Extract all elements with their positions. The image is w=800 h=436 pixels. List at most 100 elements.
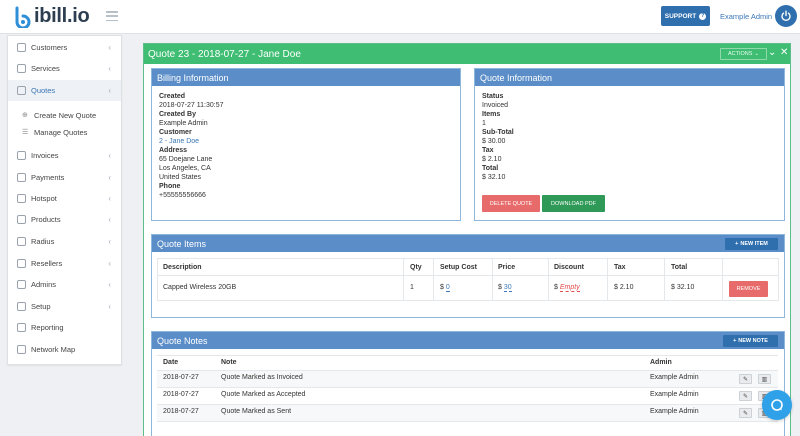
sidebar-item-label: Services: [31, 64, 60, 73]
sidebar-item-hotspot[interactable]: Hotspot ‹: [8, 188, 121, 209]
quote-items-panel: Quote Items + NEW ITEM Description Qty Se…: [151, 234, 785, 318]
download-pdf-button[interactable]: DOWNLOAD PDF: [542, 195, 605, 212]
billing-details: Created 2018-07-27 11:30:57 Created By E…: [159, 92, 223, 200]
trash-icon: ▥: [761, 376, 768, 383]
items-value: 1: [482, 120, 486, 127]
edit-note-button[interactable]: ✎: [739, 374, 752, 384]
created-label: Created: [159, 93, 186, 100]
power-icon: [781, 10, 791, 22]
map-icon: [17, 345, 26, 354]
billing-panel: Billing Information Created 2018-07-27 1…: [151, 68, 461, 221]
chevron-left-icon: ‹: [108, 259, 111, 268]
note-admin: Example Admin: [650, 408, 699, 415]
edit-note-button[interactable]: ✎: [739, 391, 752, 401]
support-label: SUPPORT: [664, 12, 697, 20]
sidebar-item-products[interactable]: Products ‹: [8, 209, 121, 230]
note-admin: Example Admin: [650, 391, 699, 398]
sidebar-subitem-create-quote[interactable]: ⊕ Create New Quote: [8, 106, 121, 124]
delete-quote-button[interactable]: DELETE QUOTE: [482, 195, 540, 212]
quote-notes-panel: Quote Notes + NEW NOTE Date Note Admin 20…: [151, 331, 785, 436]
sidebar-item-resellers[interactable]: Resellers ‹: [8, 253, 121, 274]
created-value: 2018-07-27 11:30:57: [159, 102, 224, 109]
quotes-icon: [17, 86, 26, 95]
sidebar-item-reporting[interactable]: Reporting: [8, 317, 121, 338]
remove-item-button[interactable]: REMOVE: [729, 281, 768, 297]
column-header: Tax: [614, 264, 626, 271]
sidebar-item-customers[interactable]: Customers ‹: [8, 37, 121, 58]
chevron-left-icon: ‹: [108, 194, 111, 203]
sidebar: Customers ‹ Services ‹ Quotes ‹ ⊕ Create New…: [7, 35, 122, 365]
sidebar-item-label: Network Map: [31, 345, 76, 354]
currency-symbol: $: [440, 284, 444, 291]
services-icon: [17, 64, 26, 73]
sidebar-item-label: Setup: [31, 302, 51, 311]
sidebar-item-invoices[interactable]: Invoices ‹: [8, 145, 121, 166]
table-border: [157, 404, 778, 405]
chevron-left-icon: ‹: [108, 215, 111, 224]
note-date: 2018-07-27: [163, 374, 199, 381]
sidebar-item-setup[interactable]: Setup ‹: [8, 296, 121, 317]
plus-icon: +: [733, 338, 737, 344]
discount-editable[interactable]: Empty: [559, 284, 580, 292]
item-tax: $ 2.10: [614, 284, 634, 291]
actions-label: ACTIONS: [727, 51, 753, 57]
item-total: $ 32.10: [671, 284, 695, 291]
collapse-icon[interactable]: ⌄: [768, 47, 777, 58]
menu-toggle-icon[interactable]: [106, 11, 118, 21]
tax-label: Tax: [482, 147, 494, 154]
new-item-button[interactable]: + NEW ITEM: [725, 238, 778, 250]
quote-info-details: Status Invoiced Items 1 Sub-Total $ 30.0…: [482, 92, 514, 182]
sidebar-item-label: Quotes: [31, 86, 56, 95]
quote-notes-title: Quote Notes: [152, 332, 784, 349]
resellers-icon: [17, 259, 26, 268]
table-border: [492, 258, 493, 301]
table-border: [157, 258, 778, 259]
price-editable[interactable]: 30: [503, 284, 512, 292]
currency-symbol: $: [498, 284, 502, 291]
edit-note-button[interactable]: ✎: [739, 408, 752, 418]
sidebar-item-label: Resellers: [31, 259, 63, 268]
column-header: Discount: [554, 264, 584, 271]
setup-cost-editable[interactable]: 0: [445, 284, 450, 292]
delete-note-button[interactable]: ▥: [758, 374, 771, 384]
sidebar-item-label: Hotspot: [31, 194, 57, 203]
sidebar-item-quotes[interactable]: Quotes ‹: [8, 80, 121, 101]
table-border: [433, 258, 434, 301]
sidebar-item-label: Products: [31, 215, 61, 224]
customer-label: Customer: [159, 129, 192, 136]
sidebar-subitem-label: Create New Quote: [34, 110, 97, 120]
table-border: [548, 258, 549, 301]
note-text: Quote Marked as Invoiced: [221, 374, 303, 381]
support-button[interactable]: SUPPORT ?: [661, 6, 710, 26]
quote-card: Quote 23 - 2018-07-27 - Jane Doe ACTIONS…: [143, 43, 791, 436]
gear-icon: [17, 302, 26, 311]
plus-icon: +: [735, 241, 739, 247]
close-icon[interactable]: ✕: [780, 47, 789, 58]
subtotal-label: Sub-Total: [482, 129, 514, 136]
table-border: [778, 258, 779, 301]
actions-dropdown[interactable]: ACTIONS ⌄: [720, 48, 767, 60]
cloud-icon: [17, 237, 26, 246]
sidebar-subitem-label: Manage Quotes: [34, 127, 88, 137]
note-date: 2018-07-27: [163, 408, 199, 415]
address-line: 65 Doejane Lane: [159, 156, 213, 163]
logout-button[interactable]: [775, 5, 797, 27]
sidebar-subitem-manage-quotes[interactable]: ☰ Manage Quotes: [8, 123, 121, 141]
pencil-icon: ✎: [742, 410, 749, 417]
table-row: [157, 371, 778, 387]
new-note-button[interactable]: + NEW NOTE: [723, 335, 778, 347]
sidebar-item-services[interactable]: Services ‹: [8, 58, 121, 79]
sidebar-item-admins[interactable]: Admins ‹: [8, 274, 121, 295]
user-menu[interactable]: Example Admin: [720, 12, 773, 21]
chat-launcher-button[interactable]: [762, 390, 792, 420]
brand-logo[interactable]: ibill.io: [13, 5, 90, 28]
users-icon: [17, 43, 26, 52]
customer-link[interactable]: 2 - Jane Doe: [159, 138, 200, 145]
column-header: Total: [671, 264, 688, 271]
note-text: Quote Marked as Sent: [221, 408, 292, 415]
sidebar-item-network-map[interactable]: Network Map: [8, 339, 121, 360]
invoice-icon: [17, 151, 26, 160]
sidebar-item-payments[interactable]: Payments ‹: [8, 167, 121, 188]
sidebar-item-label: Radius: [31, 237, 55, 246]
sidebar-item-radius[interactable]: Radius ‹: [8, 231, 121, 252]
